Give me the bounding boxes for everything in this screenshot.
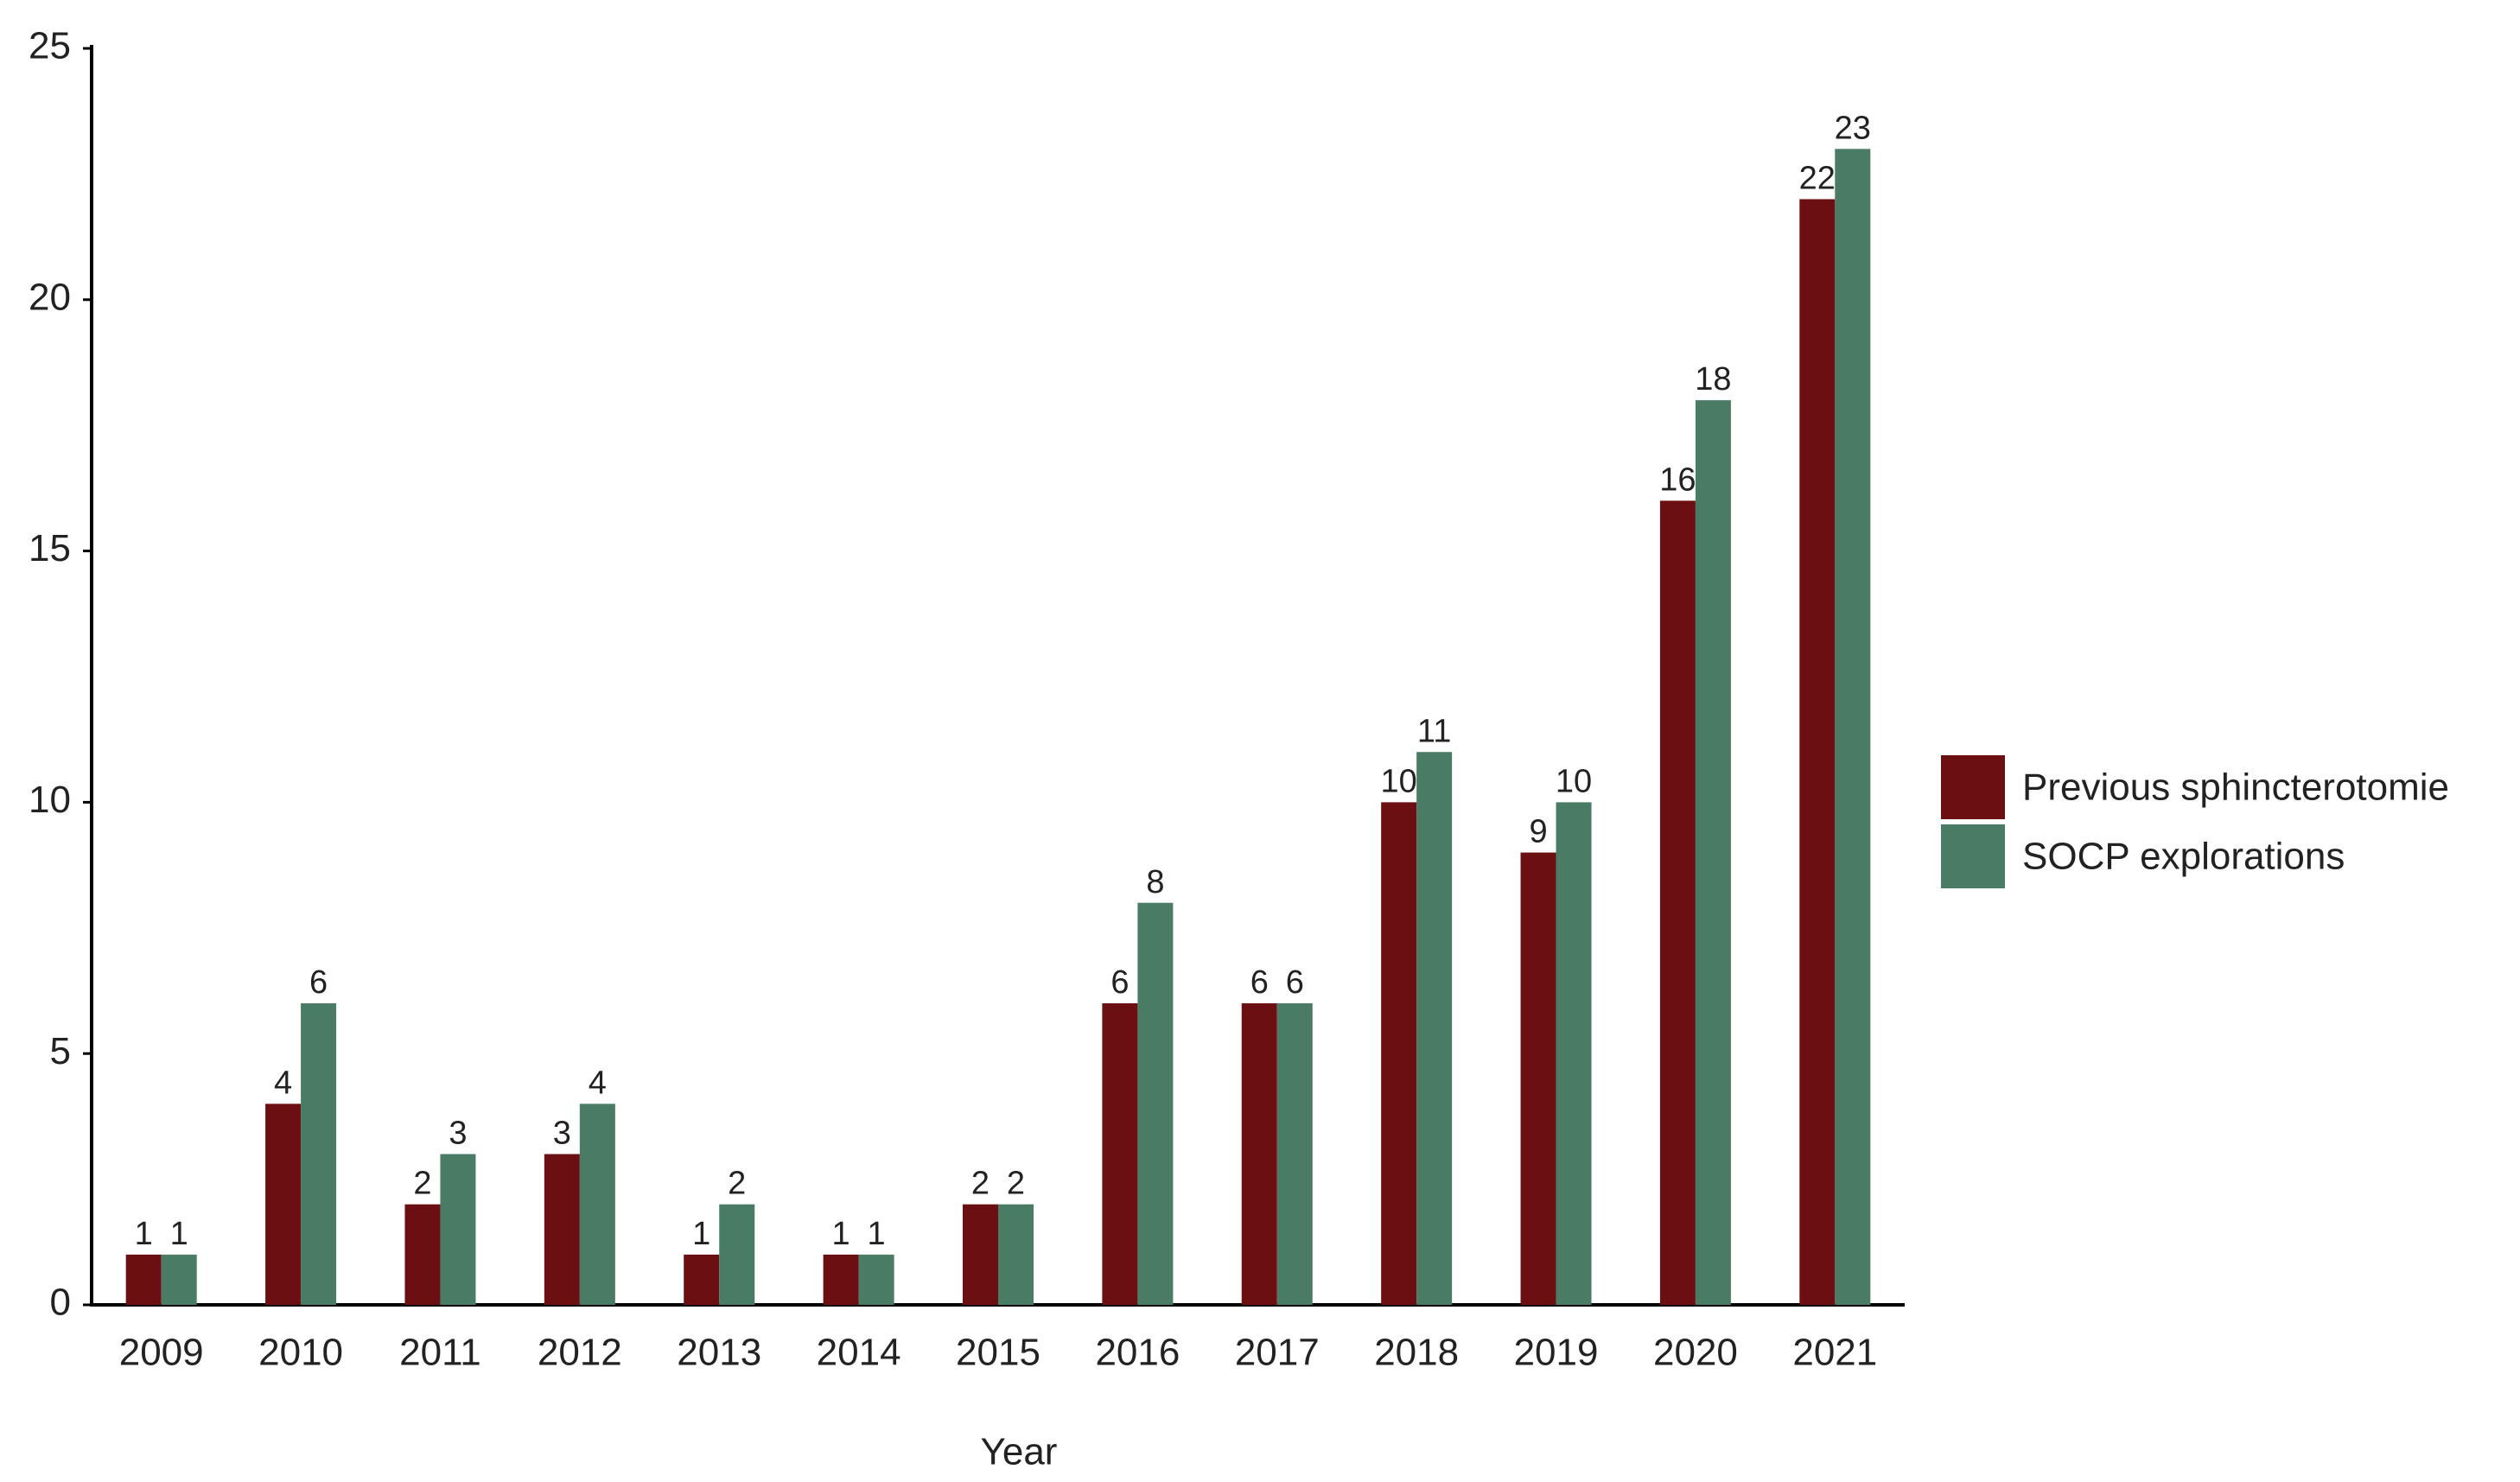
value-label: 23 <box>1835 110 1871 146</box>
value-label: 4 <box>274 1065 292 1101</box>
value-label: 6 <box>1286 964 1304 1001</box>
bar <box>998 1204 1034 1305</box>
value-label: 16 <box>1659 461 1696 498</box>
bar <box>719 1204 755 1305</box>
x-tick-label: 2021 <box>1792 1332 1877 1374</box>
legend-swatch <box>1941 824 2005 888</box>
bar <box>1695 400 1731 1305</box>
value-label: 9 <box>1529 814 1547 850</box>
x-tick-label: 2017 <box>1235 1332 1320 1374</box>
bar <box>1416 752 1453 1305</box>
bar <box>1520 852 1556 1305</box>
value-label: 6 <box>1110 964 1129 1001</box>
x-tick-label: 2015 <box>956 1332 1040 1374</box>
bar <box>404 1204 441 1305</box>
value-label: 10 <box>1381 763 1417 799</box>
value-label: 1 <box>692 1216 710 1252</box>
y-tick-label: 10 <box>29 779 71 821</box>
value-label: 3 <box>553 1116 571 1152</box>
legend-swatch <box>1941 755 2005 819</box>
bar <box>1276 1003 1313 1305</box>
y-tick-label: 0 <box>50 1282 71 1324</box>
value-label: 1 <box>135 1216 153 1252</box>
value-label: 6 <box>309 964 328 1001</box>
bar <box>161 1254 197 1305</box>
x-tick-label: 2010 <box>258 1332 343 1374</box>
bar <box>1381 802 1417 1305</box>
bar <box>684 1254 720 1305</box>
x-tick-label: 2019 <box>1514 1332 1599 1374</box>
bar <box>1556 802 1592 1305</box>
value-label: 11 <box>1417 713 1451 749</box>
value-label: 2 <box>728 1166 746 1202</box>
value-label: 18 <box>1695 361 1731 398</box>
y-tick-label: 15 <box>29 527 71 569</box>
x-tick-label: 2011 <box>399 1332 481 1374</box>
value-label: 2 <box>971 1166 990 1202</box>
bar <box>544 1154 580 1305</box>
y-tick-label: 25 <box>29 25 71 67</box>
bar <box>823 1254 859 1305</box>
x-tick-label: 2018 <box>1374 1332 1459 1374</box>
value-label: 22 <box>1799 161 1836 197</box>
legend-label: Previous sphincterotomie <box>2022 766 2449 809</box>
bar <box>265 1104 302 1305</box>
legend-label: SOCP explorations <box>2022 836 2345 878</box>
x-tick-label: 2012 <box>538 1332 622 1374</box>
value-label: 2 <box>1007 1166 1025 1202</box>
value-label: 1 <box>170 1216 188 1252</box>
value-label: 1 <box>868 1216 886 1252</box>
bar <box>1241 1003 1277 1305</box>
value-label: 3 <box>449 1116 467 1152</box>
bar <box>963 1204 998 1305</box>
x-tick-label: 2016 <box>1095 1332 1180 1374</box>
bar <box>1799 199 1836 1306</box>
x-tick-label: 2013 <box>677 1332 761 1374</box>
value-label: 2 <box>413 1166 431 1202</box>
value-label: 1 <box>832 1216 850 1252</box>
x-tick-label: 2020 <box>1653 1332 1738 1374</box>
bar <box>1659 500 1696 1305</box>
bar <box>440 1154 476 1305</box>
bar <box>1137 902 1174 1305</box>
value-label: 8 <box>1146 864 1164 900</box>
y-tick-label: 20 <box>29 276 71 318</box>
bar <box>1102 1003 1138 1305</box>
x-tick-label: 2009 <box>119 1332 204 1374</box>
x-tick-label: 2014 <box>817 1332 901 1374</box>
bar <box>1835 149 1871 1305</box>
y-tick-label: 5 <box>50 1030 71 1072</box>
bar <box>125 1254 162 1305</box>
x-axis-label: Year <box>981 1431 1058 1473</box>
value-label: 6 <box>1250 964 1269 1001</box>
bar <box>858 1254 894 1305</box>
value-label: 10 <box>1556 763 1592 799</box>
bar <box>301 1003 337 1305</box>
value-label: 4 <box>589 1065 607 1101</box>
bar <box>579 1104 615 1305</box>
